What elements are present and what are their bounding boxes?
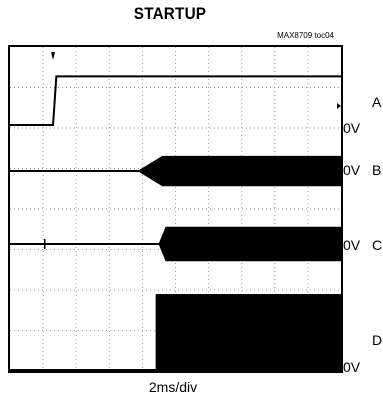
- zero-label-a: 0V: [343, 120, 361, 136]
- chart-title: STARTUP: [133, 4, 207, 23]
- trigger-marker: [51, 52, 56, 60]
- zero-label-c: 0V: [343, 237, 361, 253]
- trace-label-a: A: [372, 94, 382, 110]
- trace-c-burst: [158, 226, 341, 262]
- trace-b-burst: [139, 155, 341, 187]
- trace-label-c: C: [372, 237, 383, 253]
- trace-a-end-marker: [337, 103, 341, 109]
- figure-id: MAX8709 toc04: [277, 31, 334, 40]
- trace-label-d: D: [372, 332, 383, 348]
- trace-label-b: B: [372, 162, 382, 178]
- zero-label-b: 0V: [343, 162, 361, 178]
- trace-d-high: [155, 294, 341, 371]
- trace-a: [10, 75, 341, 126]
- zero-label-d: 0V: [343, 359, 361, 375]
- timebase-label: 2ms/div: [148, 379, 198, 395]
- scope-traces: [10, 52, 341, 371]
- scope-frame: [8, 45, 343, 373]
